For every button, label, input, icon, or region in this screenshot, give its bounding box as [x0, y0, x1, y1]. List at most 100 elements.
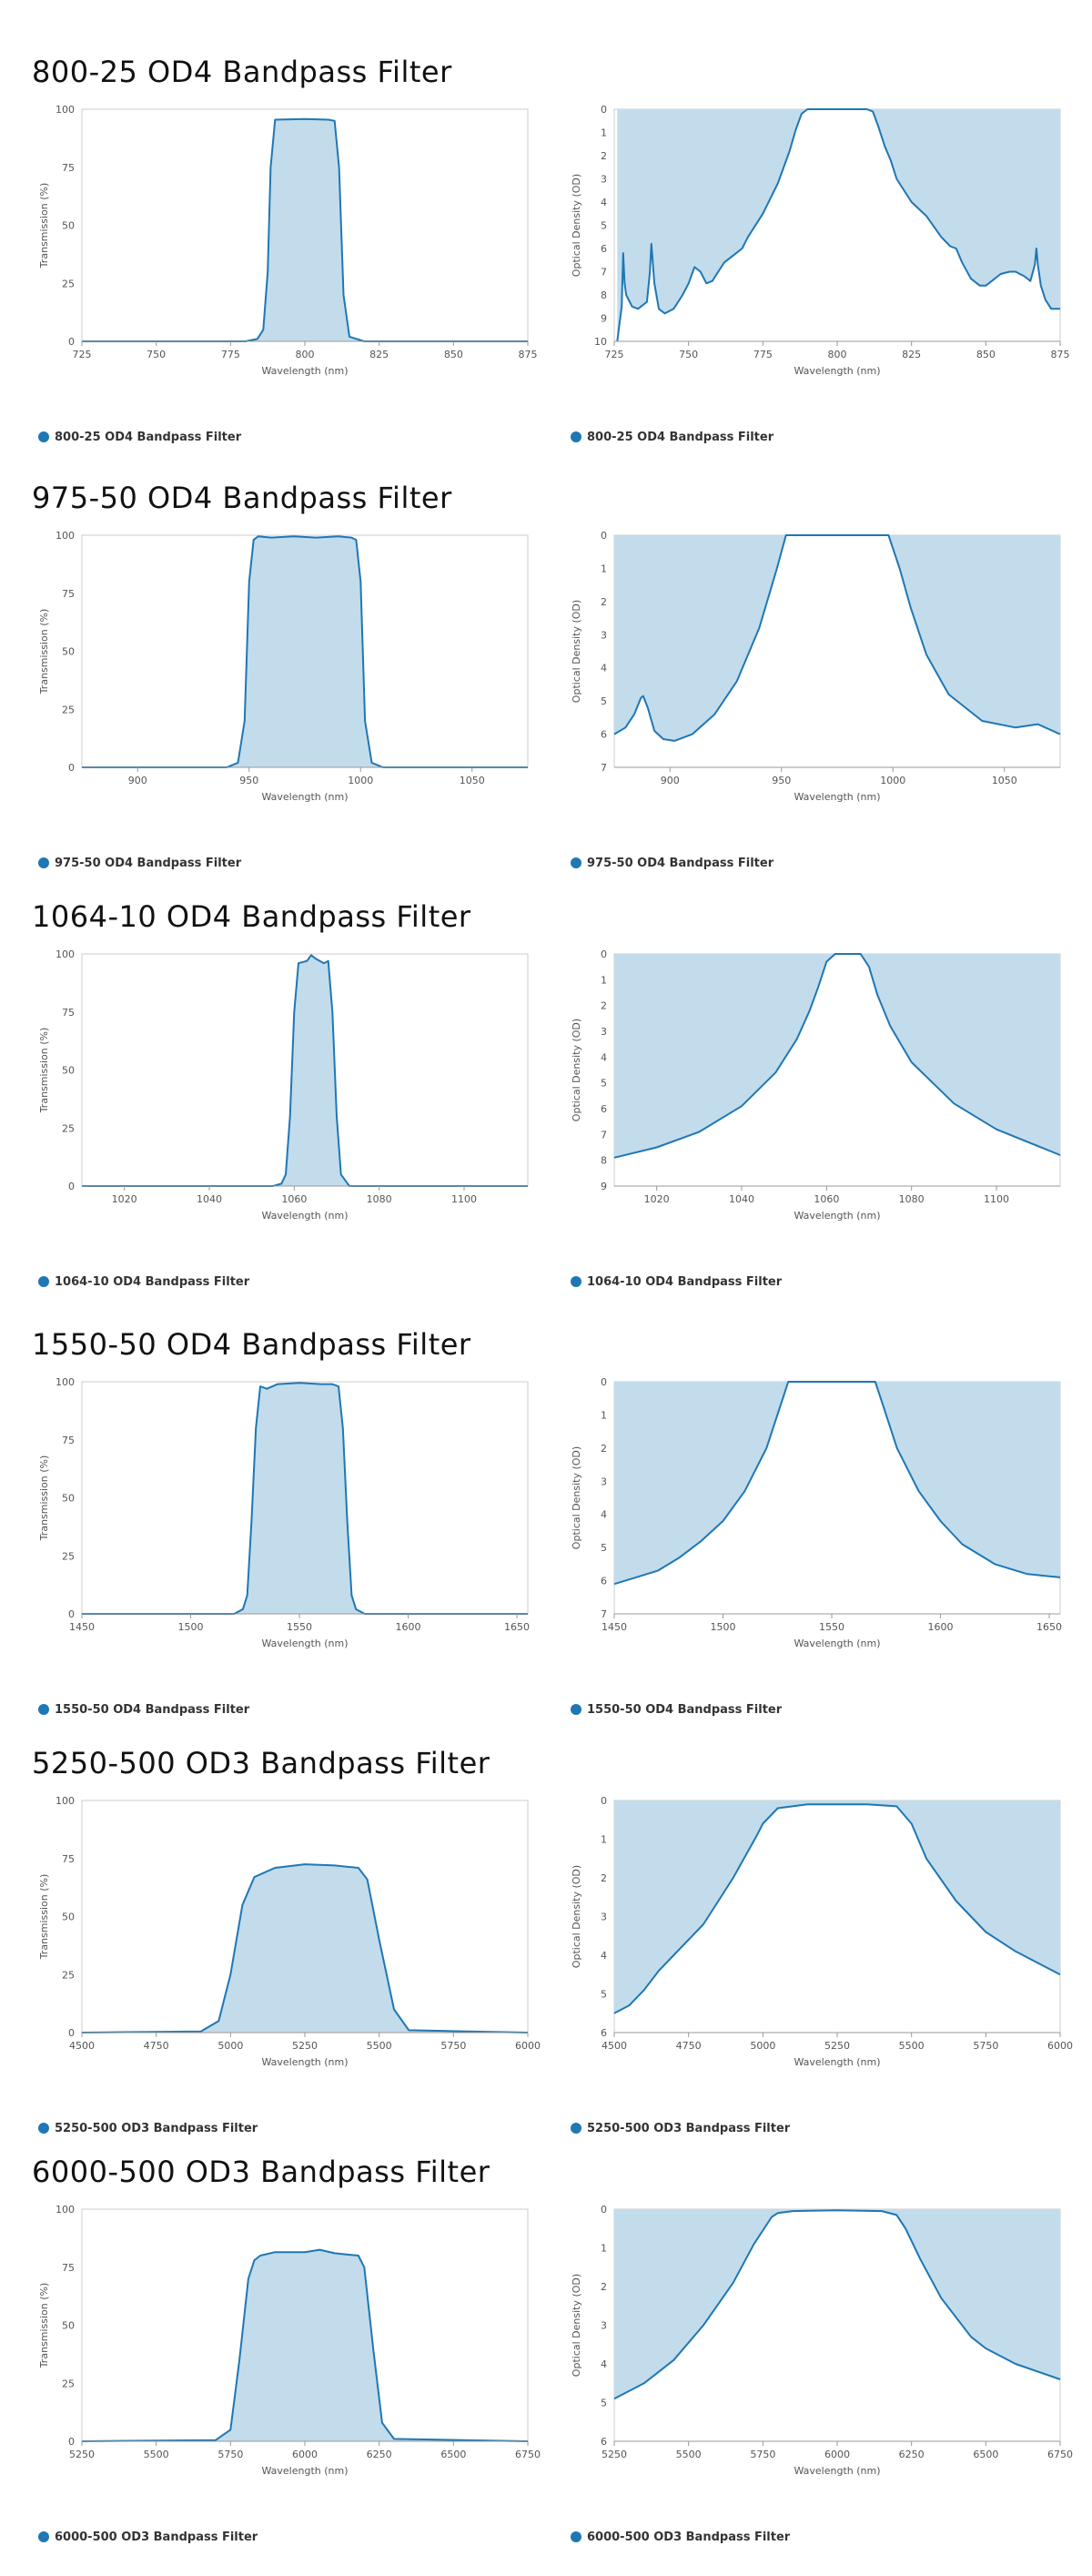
y-tick-label: 1	[601, 1409, 607, 1421]
y-tick-label: 0	[68, 336, 75, 348]
x-tick-label: 1020	[112, 1193, 137, 1205]
y-tick-label: 50	[62, 2320, 75, 2332]
series-line	[82, 535, 528, 768]
section-title: 800-25 OD4 Bandpass Filter	[32, 55, 452, 89]
x-tick-label: 6000	[515, 2040, 541, 2052]
legend[interactable]: 6000-500 OD3 Bandpass Filter	[38, 2528, 258, 2546]
legend[interactable]: 1550-50 OD4 Bandpass Filter	[571, 1700, 782, 1719]
x-tick-label: 1600	[928, 1621, 954, 1633]
legend[interactable]: 975-50 OD4 Bandpass Filter	[571, 854, 774, 872]
series-line	[82, 1382, 528, 1615]
x-tick-label: 750	[679, 349, 698, 360]
transmission-plot: 725 750 775 800 825 850 875 0 25 50 75 100 Wavelengt…	[38, 104, 538, 377]
y-tick-label: 3	[601, 1026, 607, 1038]
transmission-chart: 1450 1500 1550 1600 1650 0 25 50 75 100 Wavelength…	[27, 1373, 537, 1728]
y-tick-label: 3	[601, 2320, 607, 2332]
series-area	[614, 1800, 1060, 2013]
y-tick-label: 75	[62, 162, 75, 174]
y-axis-title: Transmission (%)	[38, 2283, 50, 2369]
x-tick-label: 5750	[750, 2449, 775, 2460]
legend[interactable]: 1064-10 OD4 Bandpass Filter	[38, 1273, 249, 1291]
x-tick-label: 775	[753, 349, 773, 360]
section-title: 975-50 OD4 Bandpass Filter	[32, 481, 452, 515]
legend-dot-icon	[38, 2531, 49, 2542]
y-axis-title: Optical Density (OD)	[571, 2274, 582, 2377]
y-tick-label: 100	[56, 1795, 75, 1807]
x-tick-label: 6250	[899, 2449, 925, 2460]
y-tick-label: 1	[601, 1834, 607, 1846]
series-area	[82, 1864, 528, 2033]
x-tick-label: 725	[605, 349, 624, 360]
y-tick-label: 75	[62, 588, 75, 600]
series-area	[614, 954, 1060, 1158]
y-tick-label: 2	[601, 596, 607, 608]
x-tick-label: 1000	[880, 775, 905, 786]
x-tick-label: 950	[772, 775, 791, 786]
legend[interactable]: 6000-500 OD3 Bandpass Filter	[571, 2528, 790, 2546]
optical-density-chart: 725 750 775 800 825 850 875 0 1 2 3 4 5 6 7 8 9 10 Wavelen…	[560, 100, 1070, 455]
x-tick-label: 5500	[144, 2449, 169, 2460]
legend[interactable]: 800-25 OD4 Bandpass Filter	[38, 428, 241, 446]
x-tick-label: 1450	[602, 1621, 627, 1633]
section-title: 6000-500 OD3 Bandpass Filter	[32, 2155, 490, 2189]
transmission-chart: 4500 4750 5000 5250 5500 5750 6000 0 25 50 75 100 Wa…	[27, 1791, 541, 2146]
x-tick-label: 1650	[1036, 1621, 1062, 1633]
y-tick-label: 6	[601, 2436, 607, 2448]
legend[interactable]: 1064-10 OD4 Bandpass Filter	[571, 1273, 782, 1291]
series-line	[81, 1863, 529, 2033]
optical-density-plot: 1020 1040 1060 1080 1100 0 1 2 3 4 5 6 7 8 9 Wavelength…	[571, 948, 1061, 1222]
series-line	[82, 117, 528, 342]
y-tick-label: 4	[601, 1509, 607, 1521]
series-area	[614, 1382, 1060, 1585]
x-tick-label: 4500	[69, 2040, 95, 2052]
x-tick-label: 6500	[440, 2449, 466, 2460]
y-tick-label: 3	[601, 629, 607, 641]
y-tick-label: 0	[601, 1376, 607, 1388]
series-area	[82, 2249, 528, 2441]
legend[interactable]: 5250-500 OD3 Bandpass Filter	[571, 2119, 790, 2137]
y-tick-label: 7	[601, 1608, 607, 1620]
x-tick-label: 1100	[451, 1193, 477, 1205]
legend-dot-icon	[571, 857, 581, 868]
x-axis-title: Wavelength (nm)	[794, 365, 880, 377]
section-title: 5250-500 OD3 Bandpass Filter	[32, 1746, 490, 1780]
x-tick-label: 6750	[1047, 2449, 1073, 2460]
section-title: 1064-10 OD4 Bandpass Filter	[32, 899, 471, 934]
optical-density-plot: 5250 5500 5750 6000 6250 6500 6750 0 1 2 3 4 5 6 Wavel…	[571, 2204, 1073, 2477]
legend[interactable]: 800-25 OD4 Bandpass Filter	[571, 428, 774, 446]
optical-density-chart: 1020 1040 1060 1080 1100 0 1 2 3 4 5 6 7 8 9 Wavelength…	[560, 945, 1069, 1300]
y-axis-title: Optical Density (OD)	[571, 174, 582, 277]
x-tick-label: 6000	[824, 2449, 850, 2460]
legend[interactable]: 975-50 OD4 Bandpass Filter	[38, 854, 241, 872]
x-axis-title: Wavelength (nm)	[794, 2465, 880, 2477]
x-tick-label: 1080	[367, 1193, 392, 1205]
y-axis-title: Transmission (%)	[38, 1874, 50, 1961]
y-tick-label: 3	[601, 1912, 607, 1923]
y-tick-label: 8	[601, 1155, 607, 1167]
x-axis-title: Wavelength (nm)	[794, 2056, 880, 2068]
legend-label: 1550-50 OD4 Bandpass Filter	[587, 1702, 783, 1717]
y-tick-label: 6	[601, 729, 607, 741]
x-tick-label: 1550	[819, 1621, 844, 1633]
x-axis-title: Wavelength (nm)	[794, 791, 880, 803]
x-tick-label: 775	[221, 349, 240, 360]
y-tick-label: 50	[62, 220, 75, 232]
legend-dot-icon	[571, 1276, 581, 1287]
series-line	[616, 108, 1060, 342]
y-tick-label: 2	[601, 1000, 607, 1012]
y-tick-label: 100	[56, 104, 75, 116]
series-area	[614, 535, 1060, 741]
y-tick-label: 1	[601, 2243, 607, 2255]
legend[interactable]: 5250-500 OD3 Bandpass Filter	[38, 2119, 258, 2137]
x-tick-label: 6000	[1047, 2040, 1073, 2052]
transmission-plot: 4500 4750 5000 5250 5500 5750 6000 0 25 50 75 100 Wa…	[38, 1795, 541, 2068]
legend[interactable]: 1550-50 OD4 Bandpass Filter	[38, 1700, 249, 1719]
y-tick-label: 0	[601, 104, 607, 116]
x-tick-label: 1080	[899, 1193, 925, 1205]
y-tick-label: 3	[601, 1476, 607, 1487]
y-tick-label: 25	[62, 1969, 75, 1981]
y-tick-label: 100	[56, 530, 75, 542]
x-tick-label: 5750	[440, 2040, 466, 2052]
legend-label: 6000-500 OD3 Bandpass Filter	[587, 2530, 791, 2544]
y-tick-label: 5	[601, 1078, 607, 1090]
